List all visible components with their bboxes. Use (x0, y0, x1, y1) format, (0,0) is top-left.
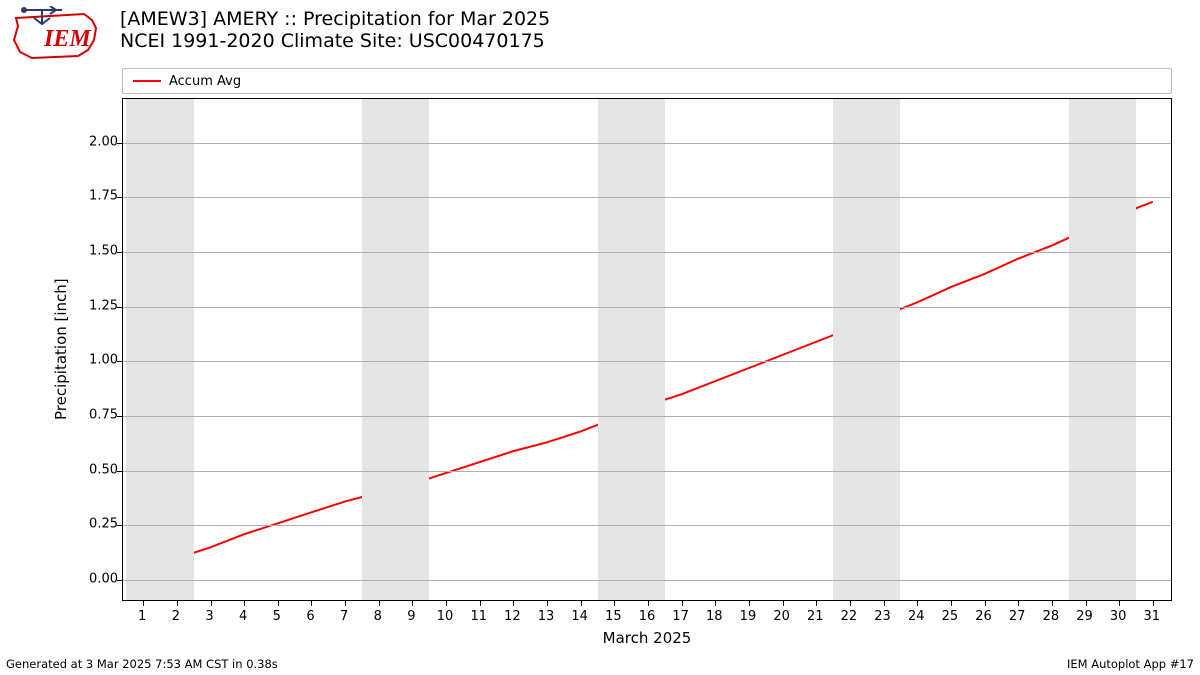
y-tick-label: 0.75 (70, 408, 118, 423)
x-tick-label: 13 (538, 609, 555, 624)
chart-title-line2: NCEI 1991-2020 Climate Site: USC00470175 (120, 30, 550, 52)
iem-logo: IEM (6, 6, 106, 61)
chart-legend: Accum Avg (122, 68, 1172, 94)
x-tick (917, 600, 918, 606)
x-tick (379, 600, 380, 606)
gridline (123, 197, 1171, 198)
x-tick-label: 2 (172, 609, 180, 624)
x-tick (614, 600, 615, 606)
x-tick-label: 29 (1076, 609, 1093, 624)
y-tick-label: 0.50 (70, 462, 118, 477)
x-tick (412, 600, 413, 606)
x-tick-label: 28 (1043, 609, 1060, 624)
y-tick-label: 1.25 (70, 298, 118, 313)
gridline (123, 525, 1171, 526)
x-tick (345, 600, 346, 606)
x-tick-label: 31 (1144, 609, 1161, 624)
x-tick (682, 600, 683, 606)
x-tick-label: 15 (605, 609, 622, 624)
x-tick-label: 17 (672, 609, 689, 624)
y-tick-label: 2.00 (70, 134, 118, 149)
x-tick (715, 600, 716, 606)
x-tick-label: 12 (504, 609, 521, 624)
legend-swatch (133, 80, 161, 82)
y-tick-label: 1.75 (70, 189, 118, 204)
footer-app-text: IEM Autoplot App #17 (1067, 657, 1194, 671)
gridline (123, 252, 1171, 253)
x-tick-label: 20 (773, 609, 790, 624)
x-tick-label: 21 (807, 609, 824, 624)
x-tick-label: 16 (639, 609, 656, 624)
x-tick-label: 19 (740, 609, 757, 624)
x-tick-label: 4 (239, 609, 247, 624)
x-tick (816, 600, 817, 606)
x-tick (513, 600, 514, 606)
x-tick-label: 3 (205, 609, 213, 624)
x-tick (211, 600, 212, 606)
y-axis-label: Precipitation [inch] (52, 278, 70, 420)
y-tick-label: 1.50 (70, 244, 118, 259)
x-tick-label: 22 (841, 609, 858, 624)
gridline (123, 361, 1171, 362)
x-tick (311, 600, 312, 606)
x-tick (446, 600, 447, 606)
x-tick (951, 600, 952, 606)
x-tick (783, 600, 784, 606)
x-tick-label: 11 (470, 609, 487, 624)
x-tick (581, 600, 582, 606)
x-tick-label: 7 (340, 609, 348, 624)
x-tick (1119, 600, 1120, 606)
legend-label: Accum Avg (169, 74, 241, 89)
x-tick (648, 600, 649, 606)
gridline (123, 416, 1171, 417)
x-tick-label: 9 (407, 609, 415, 624)
x-tick (1052, 600, 1053, 606)
chart-title-line1: [AMEW3] AMERY :: Precipitation for Mar 2… (120, 8, 550, 30)
x-tick-label: 8 (374, 609, 382, 624)
x-tick (1153, 600, 1154, 606)
y-tick-label: 0.25 (70, 517, 118, 532)
x-tick-label: 10 (437, 609, 454, 624)
chart-titles: [AMEW3] AMERY :: Precipitation for Mar 2… (120, 8, 550, 52)
x-tick (177, 600, 178, 606)
x-tick (850, 600, 851, 606)
y-tick-label: 0.00 (70, 572, 118, 587)
x-tick (1018, 600, 1019, 606)
x-tick (985, 600, 986, 606)
x-tick (1086, 600, 1087, 606)
gridline (123, 471, 1171, 472)
x-tick-label: 25 (942, 609, 959, 624)
x-tick-label: 27 (1009, 609, 1026, 624)
x-tick-label: 5 (273, 609, 281, 624)
y-tick-label: 1.00 (70, 353, 118, 368)
x-tick-label: 14 (571, 609, 588, 624)
chart-plot-area (122, 98, 1172, 601)
footer-generated-text: Generated at 3 Mar 2025 7:53 AM CST in 0… (6, 657, 278, 671)
x-tick (143, 600, 144, 606)
gridline (123, 307, 1171, 308)
x-tick (244, 600, 245, 606)
x-tick-label: 24 (908, 609, 925, 624)
x-tick (480, 600, 481, 606)
x-tick (547, 600, 548, 606)
x-tick-label: 1 (138, 609, 146, 624)
logo-text: IEM (43, 26, 92, 52)
x-tick-label: 23 (874, 609, 891, 624)
x-tick-label: 30 (1110, 609, 1127, 624)
x-tick (884, 600, 885, 606)
x-tick (278, 600, 279, 606)
gridline (123, 580, 1171, 581)
gridline (123, 143, 1171, 144)
x-tick-label: 18 (706, 609, 723, 624)
x-tick (749, 600, 750, 606)
page: IEM [AMEW3] AMERY :: Precipitation for M… (0, 0, 1200, 675)
x-axis-label: March 2025 (122, 629, 1172, 647)
x-tick-label: 26 (975, 609, 992, 624)
x-tick-label: 6 (306, 609, 314, 624)
